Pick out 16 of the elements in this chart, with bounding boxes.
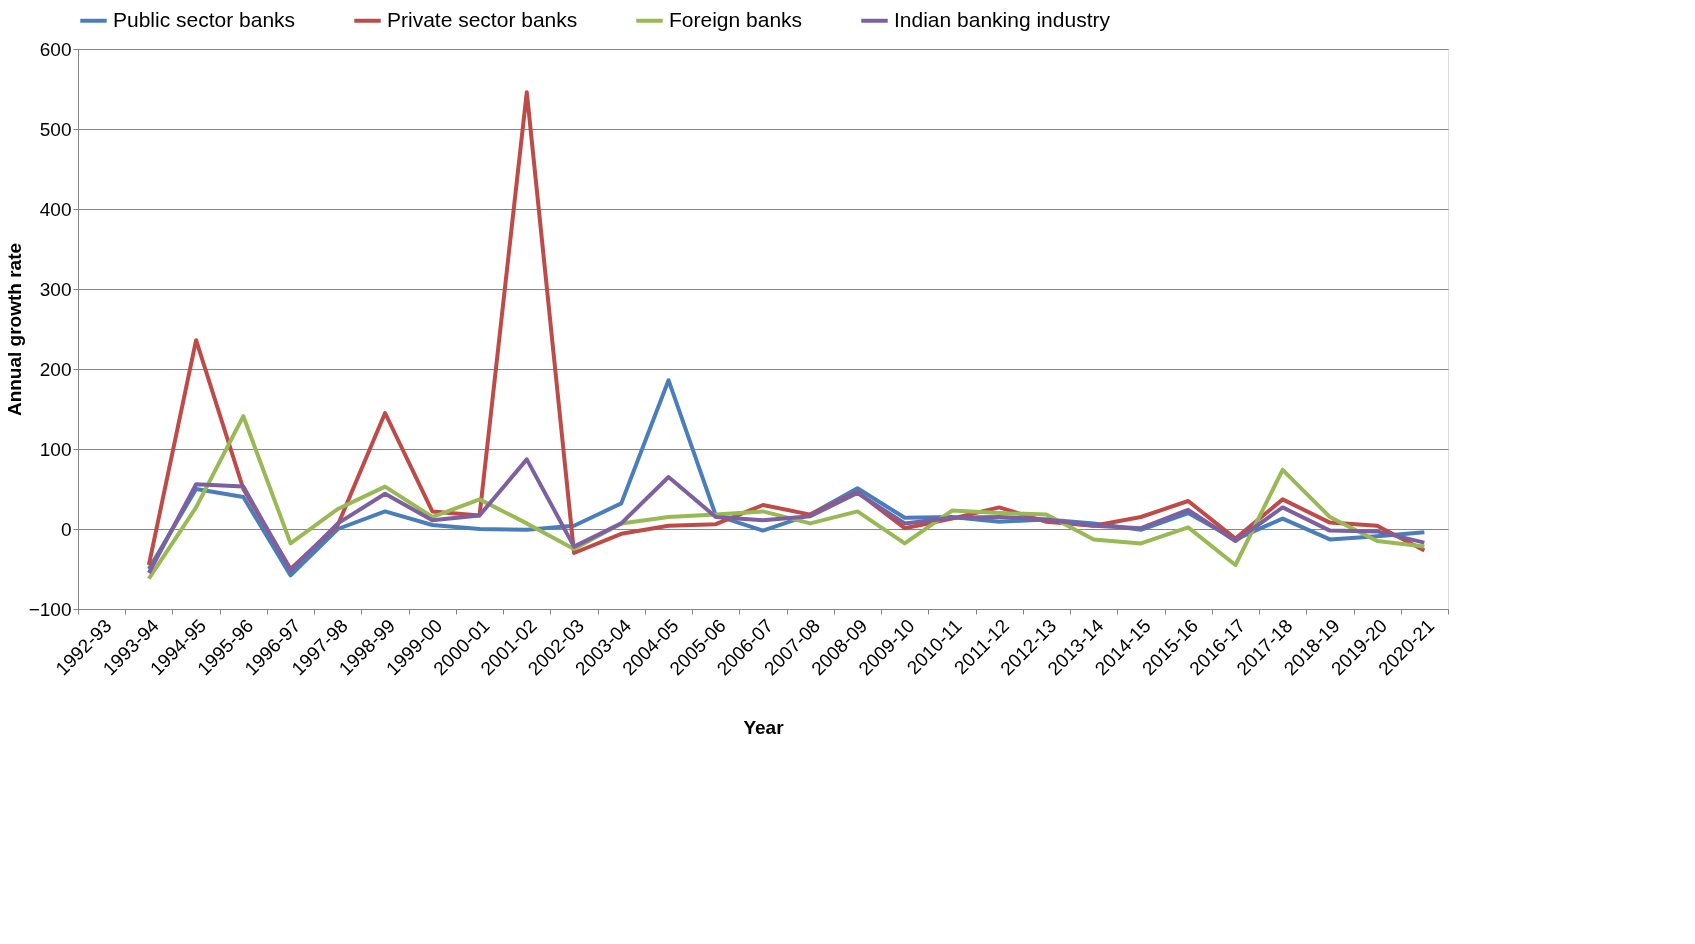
legend-label: Foreign banks	[669, 7, 803, 31]
y-tick-label: 400	[39, 198, 72, 220]
y-axis-title: Annual growth rate	[3, 242, 25, 417]
line-series	[146, 457, 1427, 575]
x-axis-title: Year	[743, 717, 785, 739]
y-tick-label: 0	[60, 518, 72, 540]
y-tick-label: 600	[39, 38, 72, 60]
y-tick-label: 500	[39, 118, 72, 140]
legend-label: Public sector banks	[113, 7, 296, 31]
y-tick-label: 100	[39, 438, 72, 460]
y-tick-label: 300	[39, 278, 72, 300]
legend-label: Private sector banks	[387, 7, 578, 31]
y-tick-label: −100	[28, 598, 72, 620]
legend-label: Indian banking industry	[894, 7, 1111, 31]
line-series	[146, 414, 1427, 581]
y-tick-label: 200	[39, 358, 72, 380]
